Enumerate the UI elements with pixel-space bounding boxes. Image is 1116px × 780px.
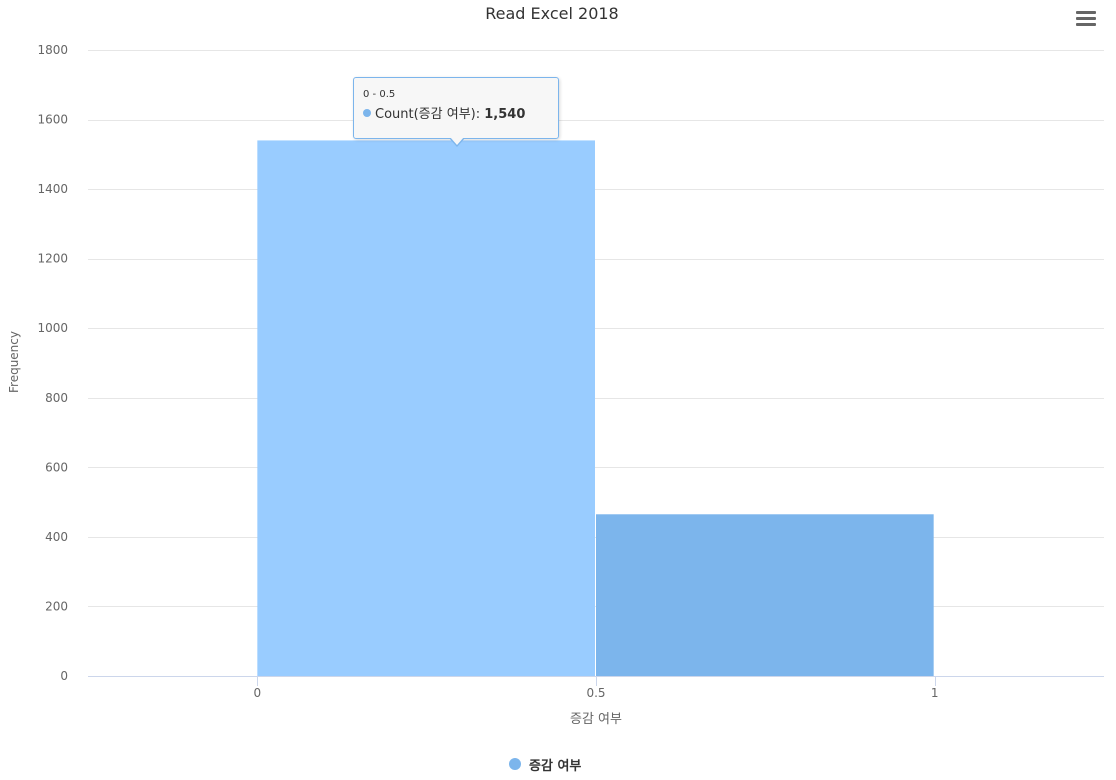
- tooltip-row: Count(증감 여부): 1,540: [363, 107, 558, 123]
- tooltip-series-label: Count(증감 여부):: [375, 107, 485, 122]
- legend-label: 증감 여부: [529, 758, 582, 774]
- x-axis-title: 증감 여부: [570, 712, 622, 727]
- bars: [257, 140, 934, 676]
- histogram-bar[interactable]: [257, 140, 595, 676]
- tooltip-arrow: [450, 137, 464, 145]
- tooltip: 0 - 0.5 Count(증감 여부): 1,540: [353, 77, 559, 147]
- y-tick-label: 1200: [37, 252, 68, 266]
- legend-item[interactable]: 증감 여부: [509, 754, 581, 774]
- menu-line: [1076, 17, 1096, 20]
- hamburger-menu-icon[interactable]: [1072, 8, 1100, 32]
- y-tick-label: 600: [45, 460, 68, 474]
- menu-line: [1076, 23, 1096, 26]
- x-tick-label: 0.5: [586, 686, 605, 700]
- chart-title: Read Excel 2018: [485, 4, 618, 23]
- y-tick-label: 200: [45, 599, 68, 613]
- y-axis-title: Frequency: [7, 331, 21, 393]
- y-tick-label: 0: [60, 669, 68, 683]
- y-tick-label: 400: [45, 530, 68, 544]
- legend-series-dot-icon: [509, 758, 521, 770]
- y-tick-label: 1000: [37, 321, 68, 335]
- tooltip-value: 1,540: [484, 107, 526, 122]
- y-tick-label: 800: [45, 391, 68, 405]
- y-tick-label: 1800: [37, 43, 68, 57]
- y-tick-label: 1600: [37, 113, 68, 127]
- x-tick-label: 0: [254, 686, 262, 700]
- x-tick-label: 1: [931, 686, 939, 700]
- y-tick-label: 1400: [37, 182, 68, 196]
- axes: 0 200 400 600 800 1000 1200 1400 1600 1800 0 0.5 1: [37, 43, 1104, 700]
- tooltip-series-dot-icon: [363, 109, 371, 117]
- histogram-bar[interactable]: [596, 514, 934, 676]
- tooltip-header: 0 - 0.5: [363, 89, 396, 100]
- menu-line: [1076, 11, 1096, 14]
